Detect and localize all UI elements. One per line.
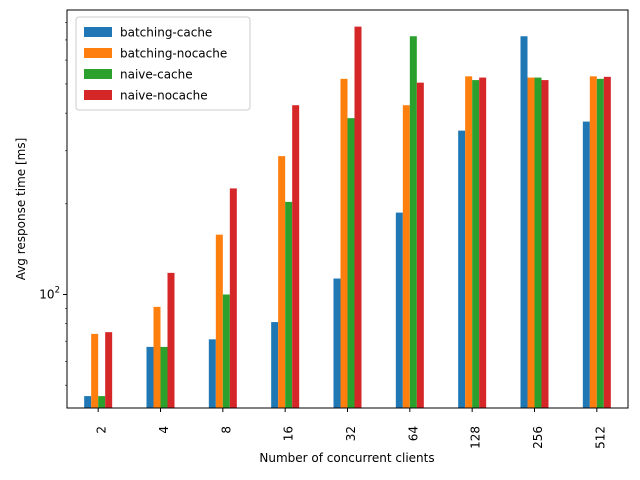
bar-batching-nocache-128 [465, 76, 473, 408]
y-tick-label: 102 [39, 286, 60, 302]
bar-naive-cache-128 [472, 80, 480, 408]
bar-naive-cache-512 [596, 78, 604, 408]
x-tick-label-128: 128 [469, 426, 483, 449]
bar-batching-nocache-2 [91, 333, 99, 408]
x-tick-label-4: 4 [157, 426, 171, 434]
bar-naive-nocache-2 [105, 332, 113, 408]
bar-batching-cache-128 [458, 130, 466, 408]
bar-naive-nocache-128 [479, 77, 487, 408]
x-tick-label-64: 64 [406, 426, 420, 441]
legend-box [75, 16, 251, 111]
bar-batching-cache-16 [271, 322, 279, 408]
bar-batching-cache-512 [582, 121, 590, 408]
bar-batching-cache-8 [208, 339, 216, 408]
bar-batching-cache-2 [84, 396, 92, 408]
legend-label-batching-nocache: batching-nocache [120, 47, 227, 61]
bar-batching-nocache-256 [527, 77, 535, 408]
y-axis-ticks: 102 [39, 22, 67, 386]
bar-naive-cache-256 [534, 77, 542, 408]
bar-batching-cache-4 [146, 346, 154, 408]
bar-naive-nocache-512 [603, 76, 611, 408]
legend-label-naive-nocache: naive-nocache [120, 89, 208, 103]
legend-label-naive-cache: naive-cache [120, 68, 193, 82]
bar-batching-nocache-4 [153, 306, 161, 408]
legend-swatch-naive-nocache [84, 90, 112, 100]
bar-naive-nocache-16 [292, 105, 300, 408]
bar-naive-cache-2 [98, 396, 106, 408]
legend: batching-cache batching-nocache naive-cach… [75, 16, 251, 111]
bar-batching-nocache-64 [402, 105, 410, 408]
x-axis-ticks: 2 4 8 16 32 64 128 256 512 [95, 408, 607, 449]
bar-naive-nocache-64 [416, 82, 424, 409]
y-axis-label: Avg response time [ms] [14, 138, 28, 281]
bar-naive-nocache-256 [541, 80, 549, 408]
bar-batching-cache-32 [333, 278, 341, 408]
bar-batching-nocache-32 [340, 78, 348, 408]
x-tick-label-32: 32 [344, 426, 358, 441]
legend-label-batching-cache: batching-cache [120, 26, 212, 40]
bar-batching-nocache-512 [589, 76, 597, 408]
bar-naive-cache-4 [160, 346, 168, 408]
bar-naive-cache-8 [222, 294, 230, 408]
x-tick-label-8: 8 [219, 426, 233, 434]
x-tick-label-256: 256 [531, 426, 545, 449]
bar-batching-nocache-8 [215, 234, 223, 408]
legend-swatch-batching-cache [84, 27, 112, 37]
bar-batching-nocache-16 [278, 156, 286, 408]
x-axis-label: Number of concurrent clients [259, 451, 434, 465]
legend-swatch-batching-nocache [84, 48, 112, 58]
bar-batching-cache-64 [395, 212, 403, 408]
bar-naive-nocache-8 [229, 188, 237, 408]
bar-naive-cache-64 [409, 36, 417, 408]
bar-naive-nocache-4 [167, 272, 175, 408]
bars-group [84, 26, 611, 409]
bar-naive-cache-32 [347, 118, 355, 409]
bar-naive-nocache-32 [354, 26, 362, 409]
x-tick-label-512: 512 [593, 426, 607, 449]
bar-naive-cache-16 [285, 201, 293, 408]
x-tick-label-2: 2 [95, 426, 109, 434]
x-tick-label-16: 16 [282, 426, 296, 441]
bar-batching-cache-256 [520, 36, 528, 408]
plot-frame [66, 9, 629, 409]
legend-swatch-naive-cache [84, 69, 112, 79]
